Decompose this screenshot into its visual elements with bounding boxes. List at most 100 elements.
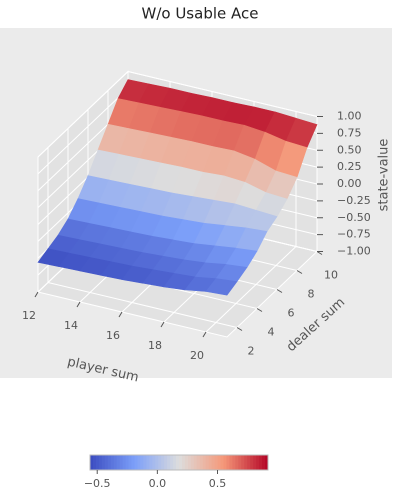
colorbar-cell [181,455,186,470]
colorbar-cell [190,455,195,470]
colorbar-cell [229,455,233,470]
x-tick-label: 14 [64,319,78,332]
colorbar-cell [167,455,171,470]
tick-mark [256,308,263,312]
colorbar-cell [253,455,257,470]
x-tick-label: 16 [106,329,120,342]
colorbar-cell [241,455,245,470]
colorbar-cell [90,455,94,470]
y-tick-label: 6 [288,307,295,320]
y-tick-label: 8 [308,288,315,301]
x-tick-label: 20 [190,349,204,362]
z-tick-label: 0.25 [337,160,362,173]
colorbar-frame [89,454,269,471]
grid-line [37,88,129,175]
colorbar-cell [140,455,144,470]
colorbar-cell [187,455,192,470]
colorbar-cell [202,455,207,470]
colorbar-cell [101,455,106,470]
colorbar-cell [113,455,118,470]
z-tick-label: −1.00 [337,245,371,258]
z-axis-label: state-value [377,139,392,212]
z-tick-label: 0.75 [337,126,362,139]
tick-mark [296,270,303,274]
colorbar-cell [116,455,121,470]
tick-mark [202,331,207,338]
colorbar-cell [208,455,213,470]
colorbar-cell [158,455,162,470]
tick-mark [118,311,123,318]
colorbar-cell [232,455,236,470]
z-tick-label: 0.00 [337,177,362,190]
colorbar-tick-label: −0.5 [84,477,111,490]
colorbar-cell [161,455,165,470]
x-tick-label: 12 [22,309,36,322]
colorbar-cell [217,455,222,470]
colorbar-cell [179,455,183,470]
colorbar-cell [196,455,201,470]
grid-line [127,71,318,117]
colorbar-cell [244,455,248,470]
tick-mark [276,289,283,293]
z-tick-label: −0.50 [337,211,371,224]
tick-mark [160,321,165,328]
colorbar-cell [119,455,124,470]
colorbar-cell [125,455,130,470]
colorbar-cell [152,455,156,470]
y-tick-label: 2 [248,345,255,358]
surface-patch [205,278,238,296]
colorbar-cell [214,455,219,470]
chart-title: W/o Usable Ace [142,5,259,23]
y-tick-label: 4 [268,326,275,339]
colorbar-cell [128,455,133,470]
z-tick-label: −0.75 [337,228,371,241]
colorbar-cell [143,455,147,470]
colorbar-cell [250,455,254,470]
grid-line [205,246,297,333]
tick-mark [34,291,39,298]
tick-mark [236,327,243,331]
colorbar-cell [184,455,189,470]
colorbar-cell [199,455,204,470]
colorbar-cell [164,455,168,470]
grid-line [37,71,129,158]
x-tick-label: 18 [148,339,162,352]
z-tick-label: 0.50 [337,143,362,156]
colorbar-cell [223,455,227,470]
colorbar-cell [238,455,242,470]
z-tick-label: 1.00 [337,110,362,123]
y-tick-label: 10 [324,269,338,282]
colorbar-cell [134,455,138,470]
colorbar-tick-label: 0.0 [149,477,167,490]
colorbar-cell [95,455,100,470]
grid-line [47,282,238,328]
colorbar-cell [220,455,224,470]
colorbar-cell [247,455,251,470]
colorbar-cell [226,455,230,470]
colorbar-cell [265,455,269,470]
z-tick-label: −0.25 [337,194,371,207]
colorbar-cell [146,455,150,470]
colorbar-cell [211,455,216,470]
tick-mark [76,301,81,308]
colorbar-cell [137,455,141,470]
colorbar-cell [176,455,180,470]
colorbar-tick-label: 0.5 [209,477,227,490]
colorbar-cell [98,455,103,470]
colorbar-cell [155,455,159,470]
colorbar-cell [170,455,174,470]
colorbar-cell [173,455,177,470]
colorbar-cell [205,455,210,470]
colorbar-cell [256,455,260,470]
colorbar-cell [193,455,198,470]
colorbar-cell [259,455,263,470]
colorbar-cell [104,455,109,470]
colorbar-cell [131,455,135,470]
colorbar-cell [149,455,153,470]
colorbar-cell [107,455,112,470]
colorbar-cell [92,455,97,470]
colorbar-cell [235,455,239,470]
colorbar-cell [122,455,127,470]
colorbar-cell [110,455,115,470]
